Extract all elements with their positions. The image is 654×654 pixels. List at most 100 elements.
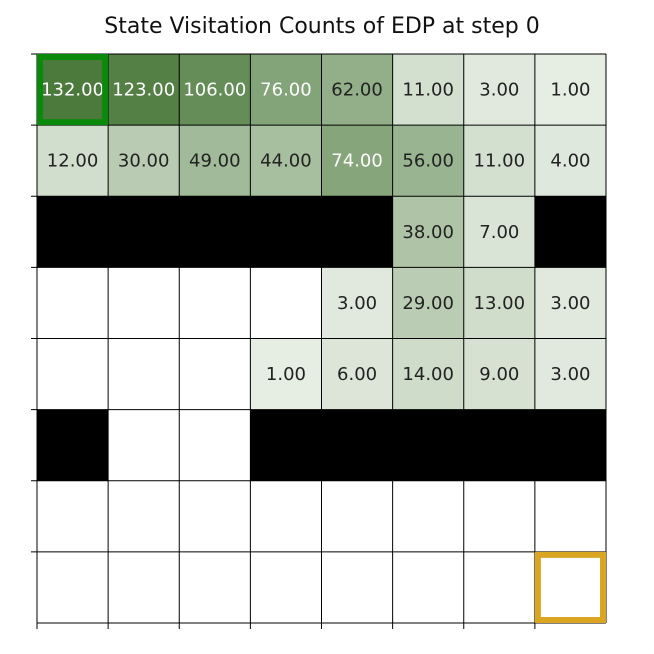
heatmap-cell (534, 125, 606, 197)
heatmap-cell (392, 54, 464, 126)
heatmap-cells (37, 54, 606, 623)
wall-cell (250, 409, 322, 481)
heatmap-cell (392, 551, 464, 623)
cell-value-label: 11.00 (474, 151, 526, 172)
cell-value-label: 1.00 (550, 80, 590, 101)
cell-value-label: 13.00 (474, 293, 526, 314)
wall-cell (534, 409, 606, 481)
chart-title: State Visitation Counts of EDP at step 0 (104, 14, 540, 39)
heatmap-cell (37, 338, 109, 410)
heatmap-cell (250, 338, 322, 410)
heatmap-cell (250, 480, 322, 552)
wall-cell (250, 196, 322, 268)
heatmap-cell (392, 125, 464, 197)
heatmap-cell (179, 338, 251, 410)
cell-value-label: 4.00 (550, 151, 590, 172)
goal-marker (534, 551, 606, 623)
heatmap-cell (463, 338, 535, 410)
cell-value-label: 56.00 (402, 151, 454, 172)
wall-cell (534, 196, 606, 268)
start-marker (37, 54, 109, 126)
wall-cell (463, 409, 535, 481)
wall-cell (321, 196, 393, 268)
heatmap-cell (392, 338, 464, 410)
markers (37, 54, 606, 623)
heatmap-cell (37, 267, 109, 339)
heatmap-cell (463, 551, 535, 623)
cell-value-label: 76.00 (260, 80, 312, 101)
cell-value-label: 132.00 (41, 80, 104, 101)
cell-value-label: 106.00 (183, 80, 246, 101)
cell-value-label: 29.00 (402, 293, 454, 314)
axis-ticks (31, 53, 536, 629)
heatmap-cell (250, 125, 322, 197)
heatmap-cell (108, 409, 180, 481)
heatmap-cell (463, 196, 535, 268)
heatmap-cell (534, 480, 606, 552)
cell-value-label: 30.00 (118, 151, 170, 172)
heatmap-cell (37, 54, 109, 126)
heatmap-cell (463, 125, 535, 197)
heatmap-cell (37, 551, 109, 623)
cell-value-label: 3.00 (550, 293, 590, 314)
heatmap-cell (250, 267, 322, 339)
heatmap-cell (534, 338, 606, 410)
cell-value-label: 3.00 (479, 80, 519, 101)
heatmap-cell (321, 125, 393, 197)
heatmap-cell (534, 267, 606, 339)
heatmap-cell (534, 54, 606, 126)
heatmap-cell (321, 551, 393, 623)
cell-value-label: 14.00 (402, 364, 454, 385)
heatmap-cell (108, 551, 180, 623)
heatmap-cell (463, 480, 535, 552)
heatmap-cell (321, 480, 393, 552)
heatmap-cell (108, 338, 180, 410)
cell-value-label: 62.00 (331, 80, 383, 101)
heatmap-cell (108, 267, 180, 339)
heatmap-cell (250, 551, 322, 623)
cell-labels: 132.00 123.00 106.00 76.00 62.00 11.00 3.00 1.0… (41, 80, 590, 386)
grid-lines (36, 53, 607, 624)
heatmap-cell (534, 551, 606, 623)
heatmap-cell (179, 267, 251, 339)
cell-value-label: 3.00 (337, 293, 377, 314)
heatmap-cell (179, 409, 251, 481)
cell-value-label: 123.00 (112, 80, 175, 101)
heatmap-cell (108, 480, 180, 552)
heatmap-cell (250, 54, 322, 126)
heatmap-cell (392, 196, 464, 268)
cell-value-label: 6.00 (337, 364, 377, 385)
wall-cell (321, 409, 393, 481)
heatmap-cell (179, 551, 251, 623)
heatmap-cell (179, 125, 251, 197)
wall-cell (108, 196, 180, 268)
heatmap-cell (321, 338, 393, 410)
cell-value-label: 44.00 (260, 151, 312, 172)
wall-cell (179, 196, 251, 268)
cell-value-label: 49.00 (189, 151, 241, 172)
cell-value-label: 7.00 (479, 222, 519, 243)
cell-value-label: 1.00 (266, 364, 306, 385)
heatmap-cell (392, 480, 464, 552)
heatmap-cell (321, 54, 393, 126)
heatmap-cell (463, 267, 535, 339)
cell-value-label: 11.00 (402, 80, 454, 101)
wall-cell (37, 409, 109, 481)
cell-value-label: 3.00 (550, 364, 590, 385)
heatmap-cell (37, 480, 109, 552)
cell-value-label: 74.00 (331, 151, 383, 172)
cell-value-label: 12.00 (47, 151, 99, 172)
heatmap-cell (463, 54, 535, 126)
wall-cell (37, 196, 109, 268)
heatmap-cell (179, 54, 251, 126)
heatmap-cell (108, 125, 180, 197)
heatmap-cell (37, 125, 109, 197)
heatmap-cell (179, 480, 251, 552)
cell-value-label: 9.00 (479, 364, 519, 385)
wall-cell (392, 409, 464, 481)
heatmap-cell (321, 267, 393, 339)
heatmap-cell (108, 54, 180, 126)
heatmap-cell (392, 267, 464, 339)
cell-value-label: 38.00 (402, 222, 454, 243)
